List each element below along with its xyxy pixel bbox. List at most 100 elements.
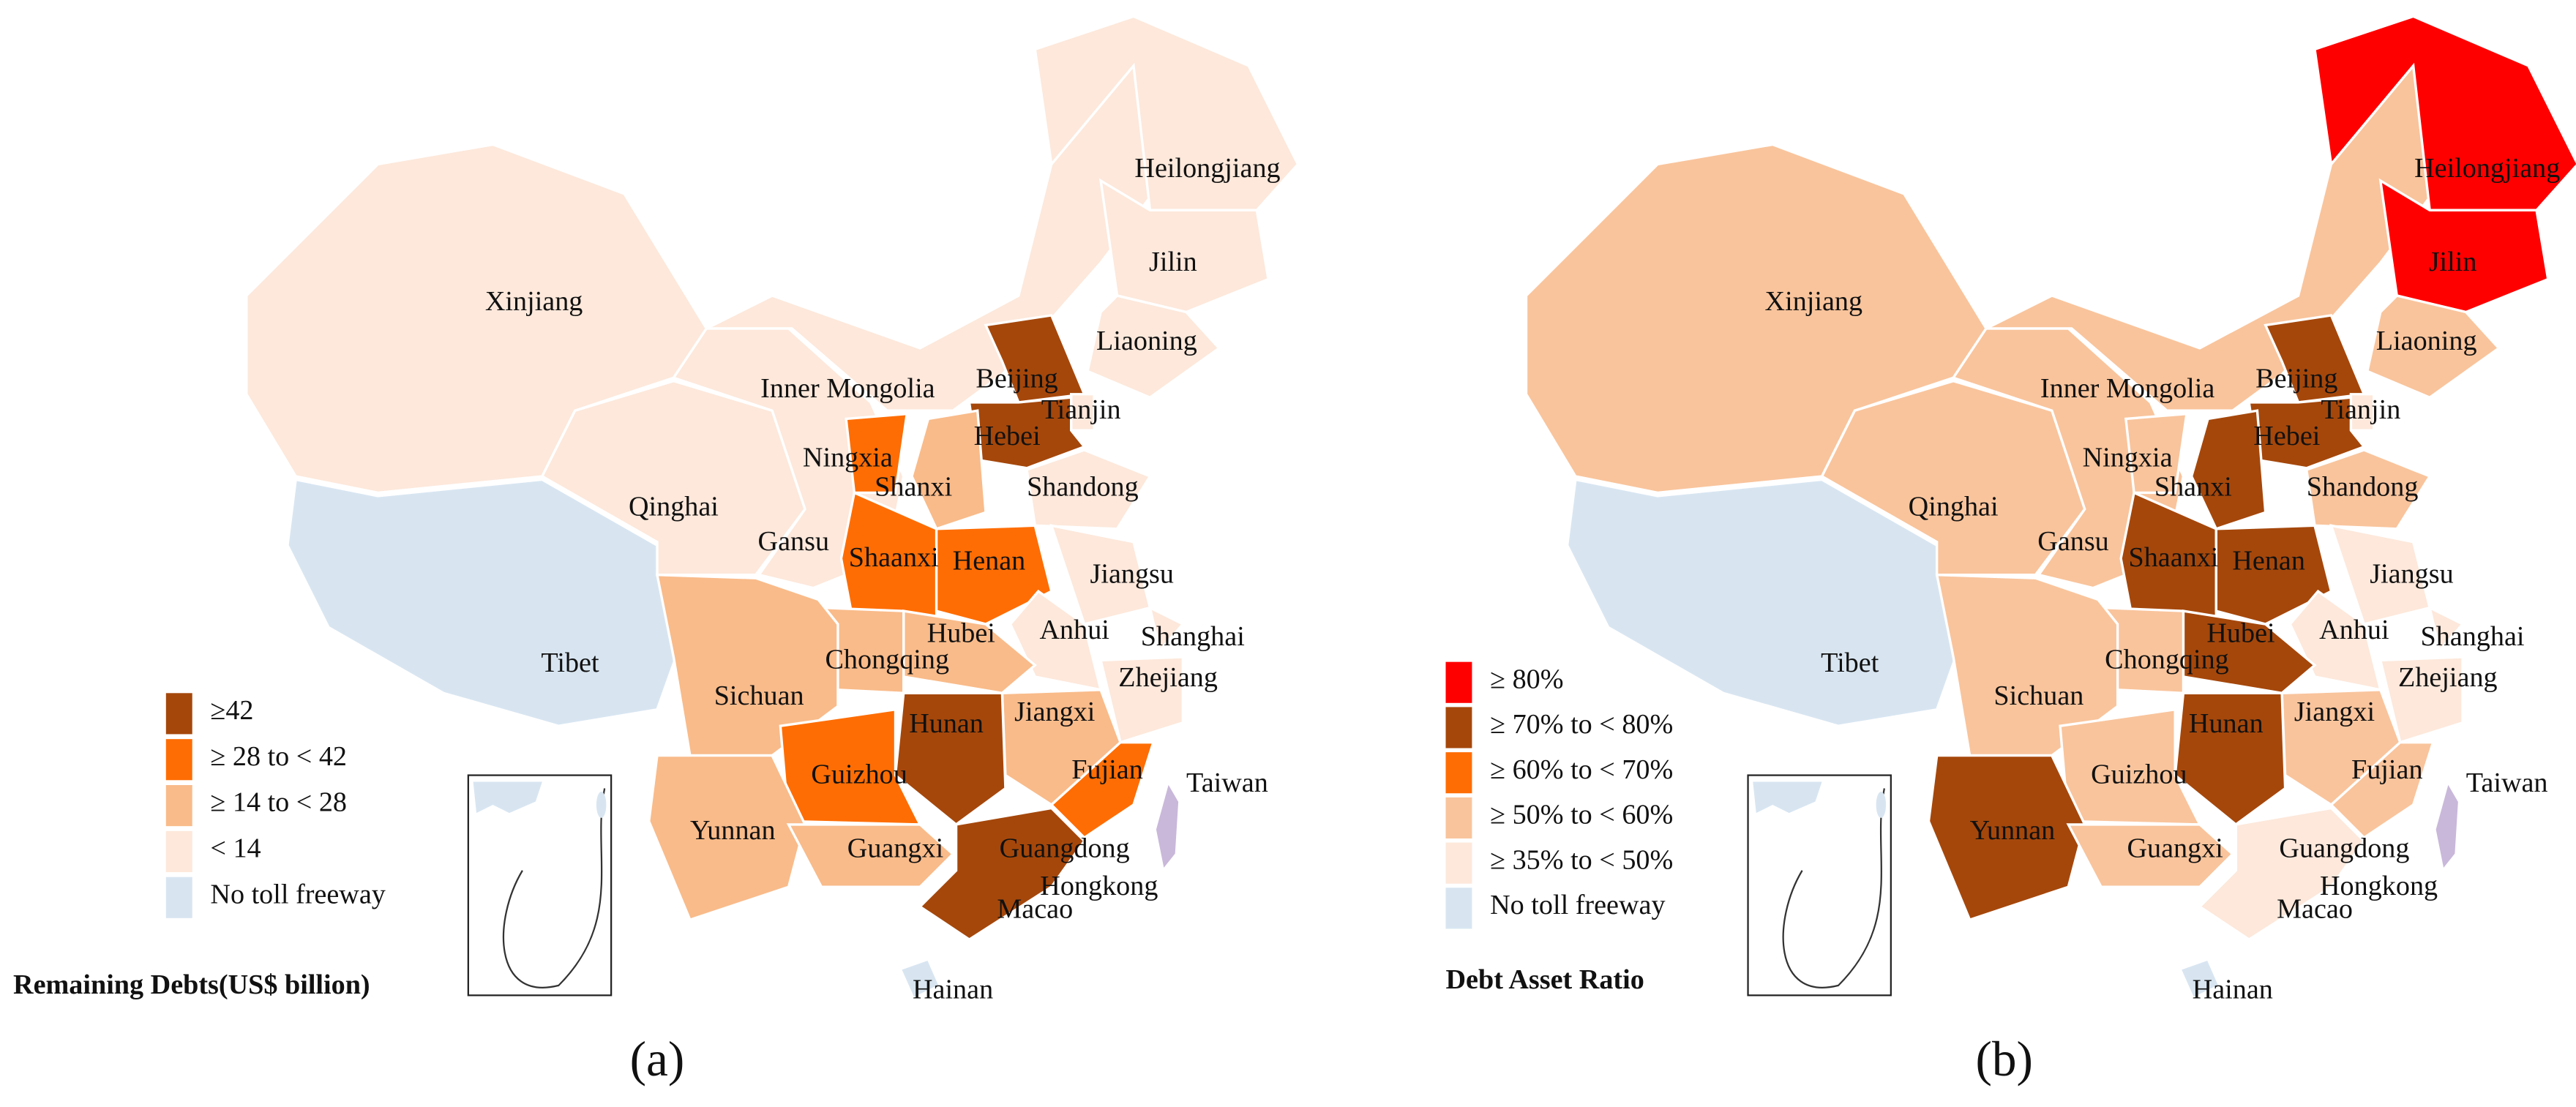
region-label: Hongkong	[1040, 871, 1158, 901]
region-label: Guizhou	[811, 759, 907, 790]
region	[2378, 656, 2464, 744]
region-label: Hubei	[2206, 618, 2274, 648]
region-label: Fujian	[2351, 754, 2423, 785]
region-label: Tianjin	[2321, 394, 2400, 425]
region-label: Taiwan	[1186, 768, 1268, 798]
region	[1927, 754, 2086, 922]
region-label: Yunnan	[690, 815, 776, 846]
region	[967, 396, 1087, 470]
legend-swatch	[165, 830, 192, 872]
panel-label: (b)	[1975, 1032, 2033, 1087]
region-label: Qinghai	[1909, 492, 1999, 522]
region-label: Jilin	[2429, 247, 2477, 277]
region	[1098, 656, 1185, 744]
region	[1935, 573, 2119, 757]
legend-swatch	[165, 877, 192, 918]
region-label: Yunnan	[1970, 815, 2056, 846]
region	[286, 478, 684, 727]
map-panel: Xinjiang Tibet Qinghai Gansu Inner Mongolia H…	[1445, 15, 2576, 1087]
region	[935, 524, 1053, 626]
region-label: Beijing	[2255, 364, 2337, 394]
region-label: Tibet	[1821, 648, 1879, 678]
region-label: Chongqing	[825, 644, 949, 675]
legend-swatch	[165, 739, 192, 781]
legend: ≥42 ≥ 28 to < 42 ≥ 14 to < 28 < 14 No toll f…	[165, 693, 386, 918]
region	[2198, 806, 2366, 942]
inset-line	[1782, 788, 1885, 988]
region	[2124, 412, 2188, 495]
region	[898, 957, 942, 1001]
legend-swatch	[1445, 888, 1472, 929]
region-label: Guangxi	[847, 833, 943, 864]
legend-label: ≥ 60% to < 70%	[1490, 754, 1673, 785]
region-label: Hongkong	[2320, 871, 2438, 901]
legend-label: ≥ 50% to < 60%	[1490, 800, 1673, 830]
region-label: Hunan	[909, 708, 984, 739]
region-label: Jilin	[1149, 247, 1197, 277]
legend-label: ≥ 28 to < 42	[210, 741, 347, 772]
region-label: Jiangsu	[2370, 559, 2453, 590]
map-panel: Xinjiang Tibet Qinghai Gansu Inner Mongolia H…	[13, 15, 1300, 1087]
region-label: Zhejiang	[2398, 662, 2498, 693]
legend-label: ≥ 80%	[1490, 664, 1563, 694]
legend-label: No toll freeway	[1490, 890, 1665, 920]
legend-label: ≥ 14 to < 28	[210, 787, 347, 818]
region-label: Guizhou	[2091, 759, 2187, 790]
region-label: Chongqing	[2105, 644, 2229, 675]
region-label: Guangdong	[1000, 833, 1130, 864]
region	[1033, 15, 1300, 212]
region	[2304, 449, 2432, 530]
region-label: Ningxia	[803, 442, 893, 473]
region	[655, 573, 839, 757]
region-label: Macao	[2277, 894, 2353, 925]
region-label: Inner Mongolia	[760, 373, 935, 404]
region-label: Taiwan	[2466, 768, 2548, 798]
legend-label: No toll freeway	[210, 879, 385, 909]
legend-swatch	[1445, 842, 1472, 884]
region	[894, 691, 1007, 827]
region	[2329, 740, 2435, 840]
region-label: Shanxi	[875, 472, 952, 503]
region-label: Shandong	[2307, 472, 2419, 503]
region-label: Jiangxi	[2294, 697, 2375, 727]
region	[2247, 396, 2367, 470]
region	[2365, 294, 2501, 399]
region-label: Jiangsu	[1090, 559, 1174, 590]
region	[245, 143, 708, 495]
region	[2174, 691, 2287, 827]
legend-swatch	[1445, 661, 1472, 703]
region-label: Ningxia	[2083, 442, 2173, 473]
legend-label: ≥ 70% to < 80%	[1490, 709, 1673, 740]
region-label: Hebei	[974, 421, 1041, 451]
legend-swatch	[1445, 707, 1472, 748]
region	[648, 754, 806, 922]
legend-title: Remaining Debts(US$ billion)	[13, 969, 370, 1000]
region-label: Qinghai	[629, 492, 719, 522]
region	[2178, 957, 2221, 1001]
region	[786, 823, 955, 888]
region	[2214, 524, 2333, 626]
region	[2427, 605, 2465, 653]
legend: ≥ 80% ≥ 70% to < 80% ≥ 60% to < 70% ≥ 50% t…	[1445, 661, 1673, 929]
inset-frame	[467, 774, 613, 997]
region-label: Sichuan	[714, 680, 804, 711]
legend-label: < 14	[210, 833, 261, 864]
inset-island	[596, 791, 607, 818]
region-label: Jiangxi	[1014, 697, 1095, 727]
region	[1086, 294, 1221, 399]
region-label: Henan	[2232, 546, 2305, 577]
region-label: Hainan	[2193, 975, 2273, 1005]
legend-swatch	[165, 785, 192, 827]
region-label: Guangdong	[2279, 833, 2409, 864]
region	[1524, 143, 1988, 495]
inset-line	[502, 788, 606, 988]
region	[1565, 478, 1963, 727]
region-label: Beijing	[976, 364, 1057, 394]
legend-swatch	[1445, 797, 1472, 838]
region	[910, 409, 987, 530]
region-label: Heilongjiang	[2414, 153, 2560, 184]
region-label: Gansu	[2037, 526, 2109, 557]
legend-swatch	[1445, 752, 1472, 794]
region-label: Shandong	[1027, 472, 1139, 503]
